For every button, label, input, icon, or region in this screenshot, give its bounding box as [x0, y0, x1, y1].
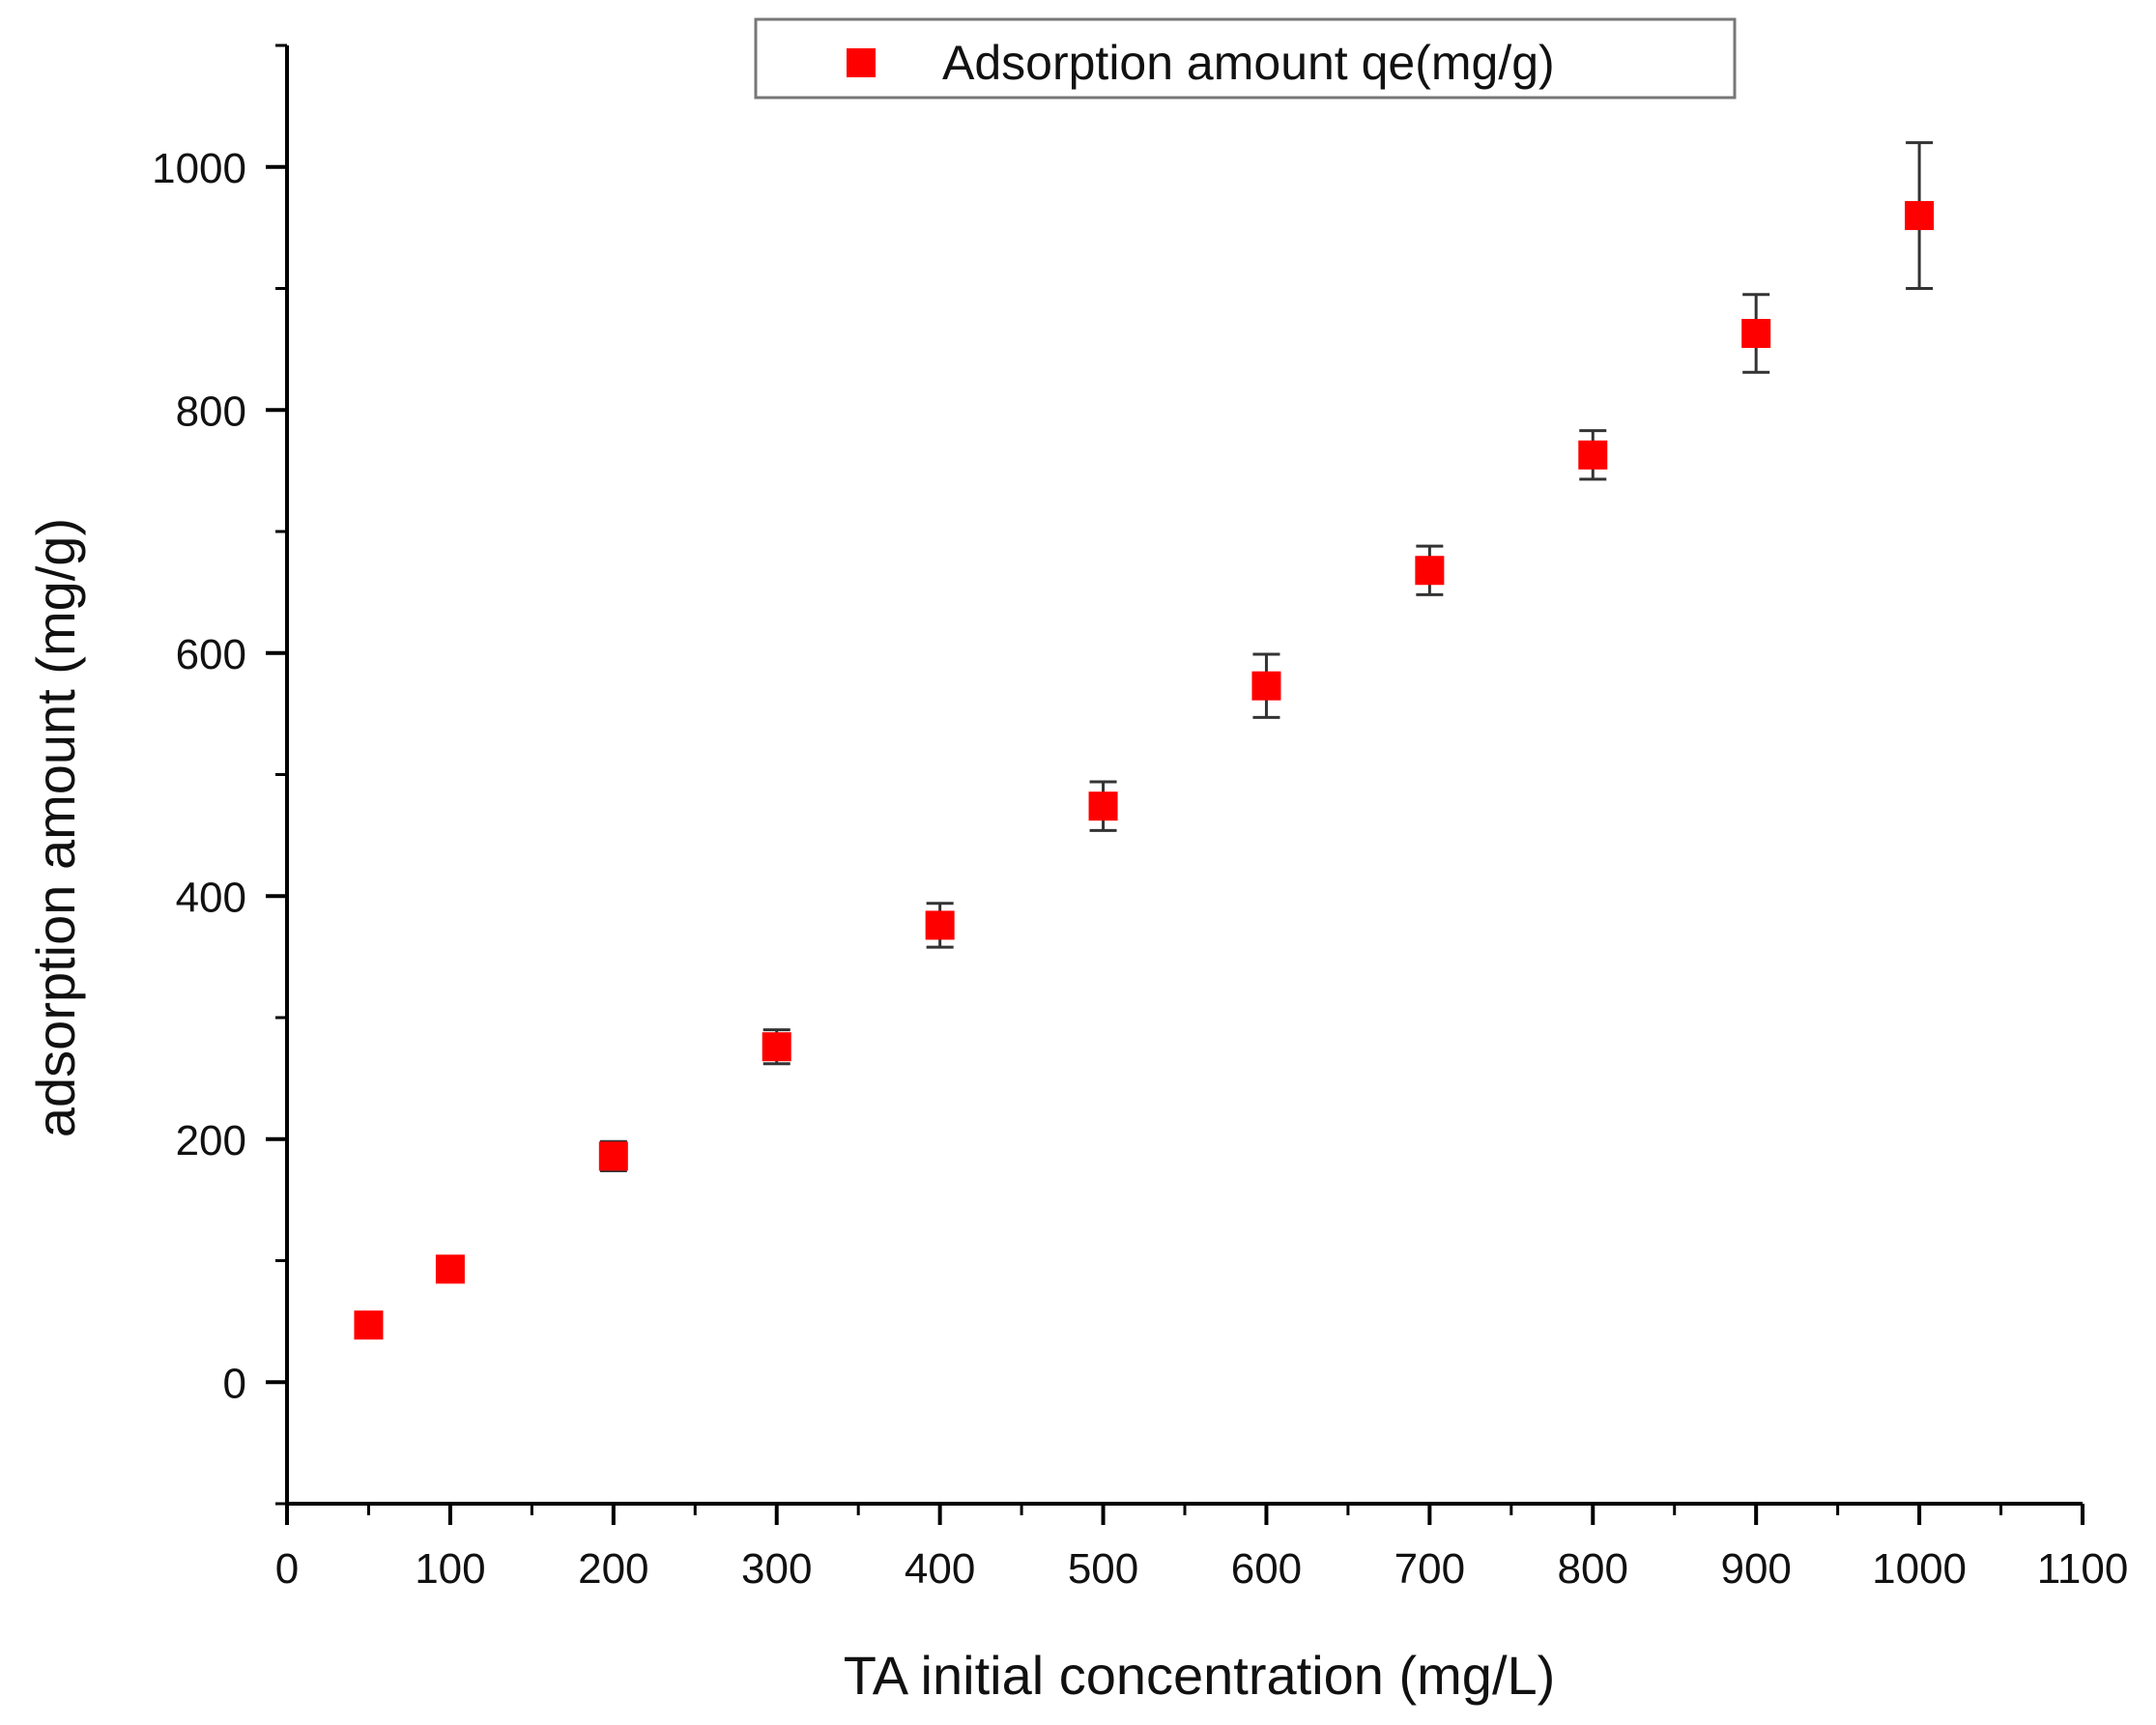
y-tick-label: 200	[176, 1117, 246, 1164]
legend: Adsorption amount qe(mg/g)	[754, 17, 1737, 100]
x-tick-label: 1100	[2037, 1545, 2129, 1593]
x-tick-label: 300	[741, 1545, 812, 1593]
y-ticks: 0 200 400 600 800 1000	[152, 43, 287, 1506]
x-tick-label: 600	[1231, 1545, 1302, 1593]
data-point	[1905, 201, 1935, 231]
x-tick-label: 200	[578, 1545, 648, 1593]
data-point	[1088, 791, 1118, 821]
y-tick-label: 600	[176, 631, 246, 678]
y-tick-label: 1000	[152, 145, 246, 192]
x-tick-label: 0	[275, 1545, 299, 1593]
x-tick-label: 700	[1394, 1545, 1465, 1593]
data-point	[354, 1310, 384, 1340]
axes	[285, 45, 2083, 1506]
data-point	[598, 1141, 628, 1171]
x-tick-label: 100	[415, 1545, 485, 1593]
data-point	[1251, 671, 1281, 701]
y-axis-title: adsorption amount (mg/g)	[25, 518, 86, 1137]
data-point	[925, 910, 955, 940]
y-tick-label: 0	[223, 1360, 246, 1407]
legend-box	[754, 17, 1737, 100]
legend-marker	[847, 48, 876, 77]
x-tick-label: 1000	[1872, 1545, 1967, 1593]
x-tick-label: 500	[1068, 1545, 1138, 1593]
x-axis-title: TA initial concentration (mg/L)	[844, 1645, 1556, 1706]
data-point	[435, 1254, 465, 1284]
data-points	[354, 201, 1935, 1340]
data-point	[762, 1032, 791, 1062]
data-point	[1741, 319, 1771, 349]
x-ticks: 0 100 200 300 400 500 600 700 800 900 1000 1100	[275, 1504, 2129, 1593]
x-tick-label: 900	[1720, 1545, 1791, 1593]
error-bars	[355, 141, 1934, 1337]
x-tick-label: 400	[905, 1545, 975, 1593]
data-point	[1578, 440, 1608, 470]
y-tick-label: 800	[176, 388, 246, 435]
x-tick-label: 800	[1558, 1545, 1628, 1593]
y-tick-label: 400	[176, 874, 246, 921]
legend-label: Adsorption amount qe(mg/g)	[942, 36, 1555, 90]
data-point	[1415, 556, 1445, 586]
